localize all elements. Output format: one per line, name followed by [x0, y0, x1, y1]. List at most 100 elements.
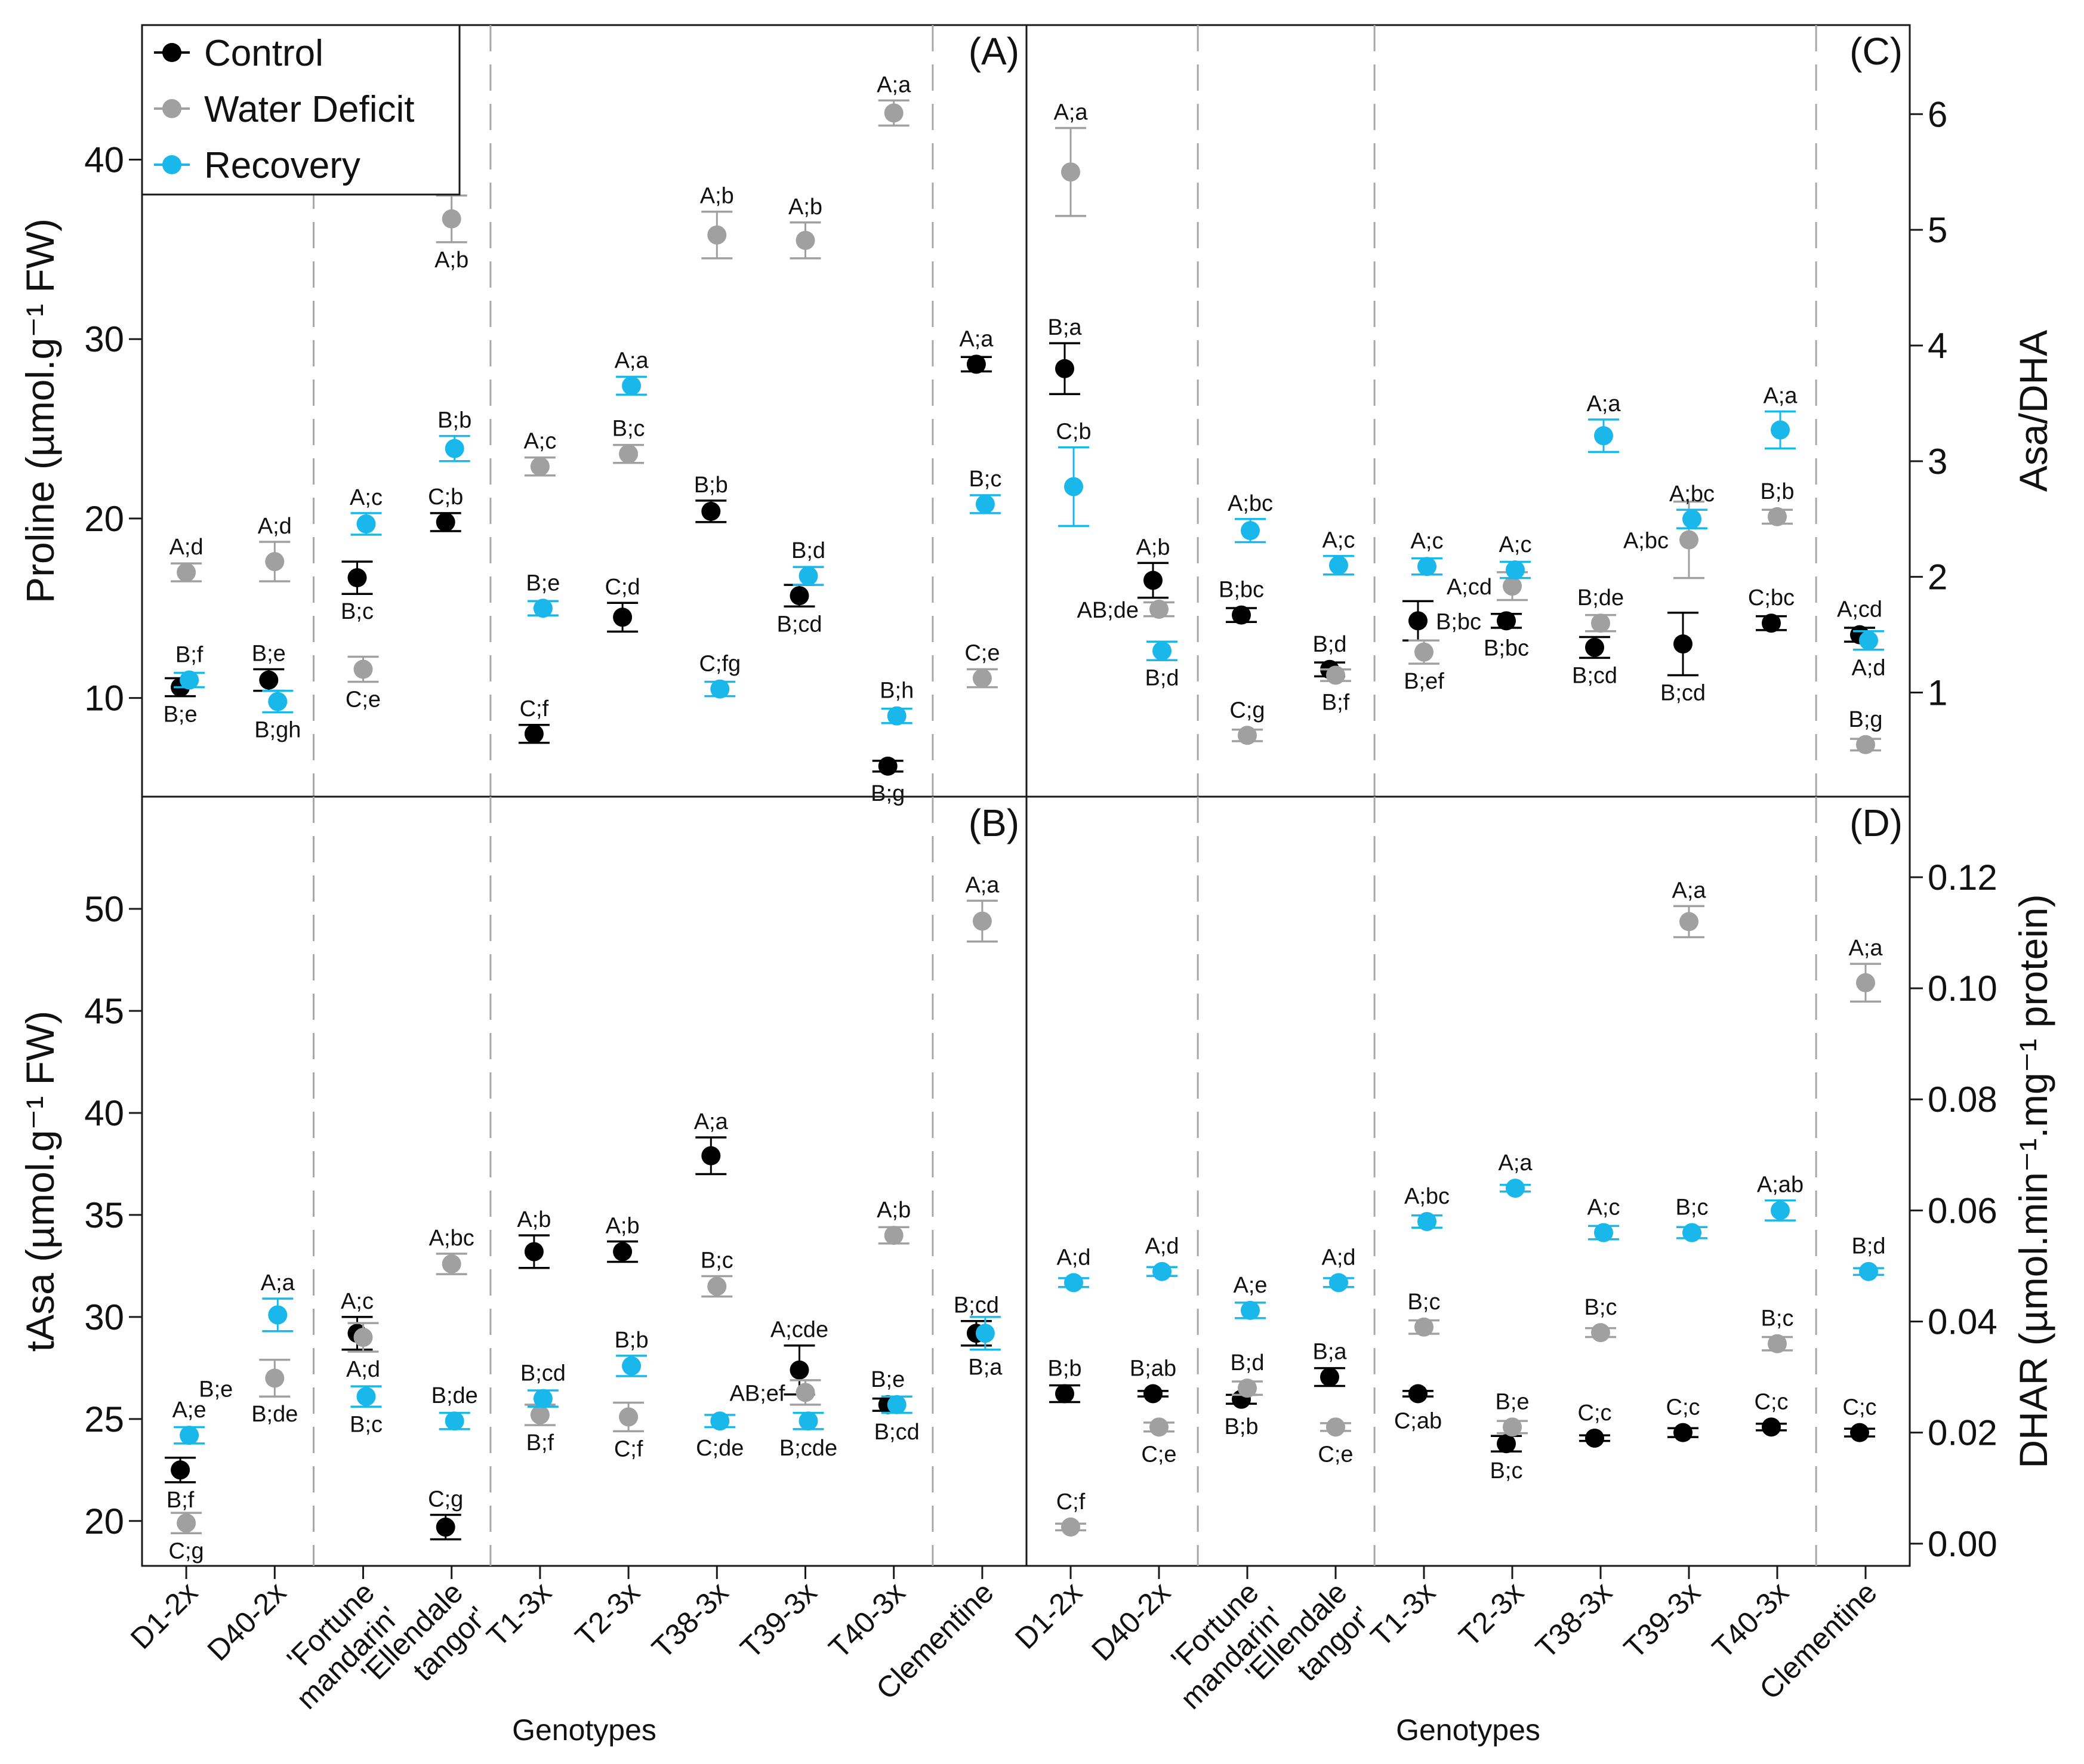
y-tick-label: 40 [84, 140, 124, 180]
stat-label: B;c [341, 599, 374, 624]
stat-label: B;bc [1484, 636, 1529, 661]
panel-label: (C) [1849, 30, 1903, 73]
y-tick-label: 45 [84, 991, 124, 1031]
data-point [533, 1389, 553, 1408]
data-point [887, 1395, 907, 1414]
data-point [1762, 613, 1781, 633]
stat-label: B;a [968, 1355, 1003, 1380]
stat-label: B;c [969, 467, 1001, 492]
series-recovery: A;e A;a B;c B;de B;cd B;b C;de B;cde B;cd B;a [172, 1270, 1003, 1461]
legend-label: Control [204, 33, 323, 74]
stat-label: C;f [520, 696, 549, 721]
series-control: B;e B;e B;c C;b C;f C;d B;b B;cd B;g A;a [164, 326, 994, 806]
stat-label: A;b [517, 1207, 551, 1232]
data-point [445, 439, 464, 458]
data-point [1329, 556, 1348, 575]
stat-label: A;d [1851, 655, 1885, 680]
data-point [1061, 1517, 1080, 1537]
stat-label: B;e [526, 570, 560, 596]
stat-label: B;cd [1660, 680, 1706, 705]
stat-label: B;f [526, 1430, 554, 1455]
data-point [353, 659, 373, 679]
data-point [1143, 1384, 1163, 1404]
data-point [530, 457, 550, 476]
stat-label: A;c [350, 485, 383, 510]
data-point [1055, 1384, 1074, 1404]
stat-label: A;a [1053, 100, 1088, 125]
stat-label: B;g [871, 781, 905, 806]
stat-label: B;b [437, 408, 471, 433]
legend-label: Recovery [204, 145, 360, 186]
stat-label: B;b [694, 473, 728, 498]
stat-label: B;c [1584, 1295, 1617, 1320]
data-point [1859, 1262, 1878, 1281]
stat-label: A;a [1848, 936, 1883, 961]
data-point [1771, 420, 1790, 440]
data-point [177, 1513, 196, 1533]
stat-label: A;c [1499, 532, 1532, 557]
panel-c: 123456Asa/DHA(C)B;aA;bB;bcB;dB;bcB;bcB;c… [1025, 24, 2055, 798]
data-point [265, 552, 285, 572]
stat-label: A;a [877, 72, 911, 97]
stat-label: A;bc [1669, 482, 1715, 507]
data-point [1594, 1223, 1613, 1242]
stat-label: B;cd [1572, 663, 1617, 688]
series-recovery: B;f B;gh A;c B;b B;e A;a C;fg B;d B;h B;c [174, 348, 1001, 743]
data-point [442, 1254, 461, 1273]
y-tick-label: 10 [84, 679, 124, 718]
stat-label: B;cd [954, 1293, 999, 1318]
stat-label: B;c [1676, 1195, 1709, 1220]
stat-label: B;c [1490, 1458, 1523, 1484]
data-point [619, 1407, 639, 1427]
stat-label: C;f [1056, 1489, 1086, 1515]
stat-label: A;cd [1837, 597, 1882, 622]
stat-label: B;de [1577, 585, 1624, 610]
data-point [710, 679, 730, 699]
y-tick-label: 0.08 [1928, 1080, 1997, 1120]
stat-label: B;e [1495, 1389, 1529, 1414]
stat-label: A;d [1321, 1245, 1355, 1270]
data-point [1591, 613, 1610, 633]
data-point [1673, 634, 1693, 654]
stat-label: B;d [1312, 632, 1346, 657]
stat-label: B;cd [776, 612, 822, 637]
panel-label: (A) [969, 30, 1019, 73]
data-point [177, 563, 196, 582]
data-point [1503, 1417, 1522, 1437]
stat-label: A;a [261, 1270, 295, 1296]
stat-label: A;d [258, 514, 292, 539]
stat-label: A;ab [1757, 1173, 1804, 1198]
data-point [1594, 426, 1613, 446]
data-point [972, 668, 992, 688]
stat-label: B;g [1848, 707, 1882, 732]
data-point [1585, 1428, 1604, 1448]
data-point [796, 230, 815, 250]
y-tick-label: 25 [84, 1399, 124, 1439]
data-point [701, 501, 721, 521]
stat-label: B;ab [1130, 1356, 1176, 1381]
data-point [1585, 637, 1604, 657]
stat-label: A;bc [1623, 529, 1669, 554]
stat-label: A;a [1672, 878, 1706, 903]
series-control: B;f A;c C;g A;b A;b A;a A;cde B;e B;cd [165, 1109, 999, 1541]
data-point [1497, 611, 1516, 631]
data-point [524, 724, 544, 744]
data-point [1679, 912, 1698, 932]
stat-label: A;cd [1447, 575, 1492, 600]
data-point [1232, 605, 1251, 625]
stat-label: B;cde [779, 1436, 837, 1461]
stat-label: A;a [615, 348, 649, 373]
stat-label: C;ab [1394, 1408, 1442, 1433]
stat-label: C;g [169, 1538, 204, 1563]
data-point [1143, 570, 1163, 590]
legend-marker [162, 99, 181, 118]
stat-label: B;f [167, 1488, 195, 1513]
data-point [171, 1460, 190, 1480]
data-point [1414, 642, 1433, 662]
data-point [1506, 560, 1525, 580]
data-point [1673, 1423, 1693, 1442]
stat-label: A;e [1233, 1273, 1267, 1298]
data-point [1064, 1273, 1083, 1293]
